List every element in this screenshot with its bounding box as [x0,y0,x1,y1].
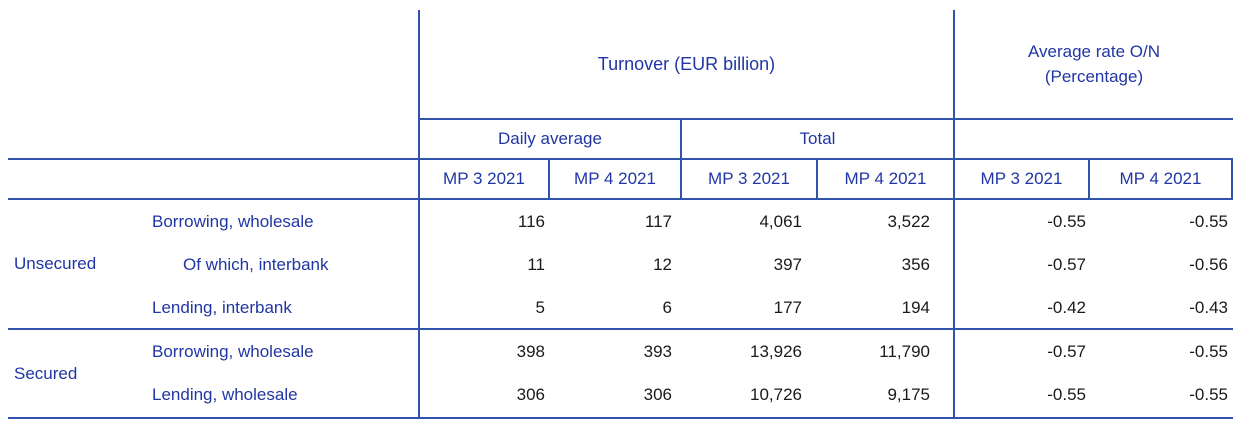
value-cell: 397 [773,255,802,274]
value-cell: 9,175 [818,373,955,419]
value-cell: 194 [818,287,955,330]
value-cell: 116 [418,200,550,243]
money-market-table: Turnover (EUR billion) Average rate O/N … [8,10,1233,419]
value-cell: -0.57 [1047,255,1086,274]
value-cell: 6 [550,287,682,330]
value-cell: -0.55 [1189,211,1228,231]
row-label: Borrowing, wholesale [152,341,314,361]
value-cell: 117 [644,211,672,231]
subheader-blank-left [8,120,418,160]
value-cell: 11 [418,243,550,287]
subheader-blank-right [955,120,1233,160]
value-cell: 177 [682,287,818,330]
row-label: Lending, interbank [145,287,418,330]
row-label: Lending, wholesale [145,373,418,419]
value-cell: 5 [418,287,550,330]
value-cell: -0.55 [955,373,1090,419]
turnover-header: Turnover (EUR billion) [418,10,955,120]
daily-average-header: Daily average [418,120,682,160]
value-cell: 10,726 [682,373,818,419]
value-cell: 306 [418,373,550,419]
total-header: Total [682,120,955,160]
period-header-total-mp3: MP 3 2021 [682,160,818,200]
period-header-rate-mp4: MP 4 2021 [1090,160,1233,200]
value-cell: 13,926 [750,341,802,361]
value-cell: 398 [418,330,550,373]
avg-rate-header: Average rate O/N (Percentage) [955,10,1233,120]
value-cell: 11,790 [818,330,955,373]
period-header-daily-mp4: MP 4 2021 [550,160,682,200]
value-cell: 12 [653,255,672,274]
value-cell: -0.57 [1047,341,1086,361]
row-label: Of which, interbank [183,255,329,274]
value-cell: -0.55 [1090,373,1233,419]
value-cell: 306 [550,373,682,419]
group-label-unsecured: Unsecured [8,200,145,330]
period-header-total-mp4: MP 4 2021 [818,160,955,200]
period-header-rate-mp3: MP 3 2021 [955,160,1090,200]
value-cell: -0.55 [1189,341,1228,361]
value-cell: -0.42 [955,287,1090,330]
row-label: Borrowing, wholesale [152,211,314,231]
period-blank-left [8,160,418,200]
value-cell: -0.43 [1090,287,1233,330]
value-cell: -0.55 [1047,211,1086,231]
group-label-secured: Secured [8,330,145,419]
corner-blank [8,10,418,120]
value-cell: 4,061 [759,211,802,231]
value-cell: -0.56 [1189,255,1228,274]
value-cell: 3,522 [818,200,955,243]
value-cell: 356 [818,243,955,287]
period-header-daily-mp3: MP 3 2021 [418,160,550,200]
value-cell: 393 [643,341,672,361]
